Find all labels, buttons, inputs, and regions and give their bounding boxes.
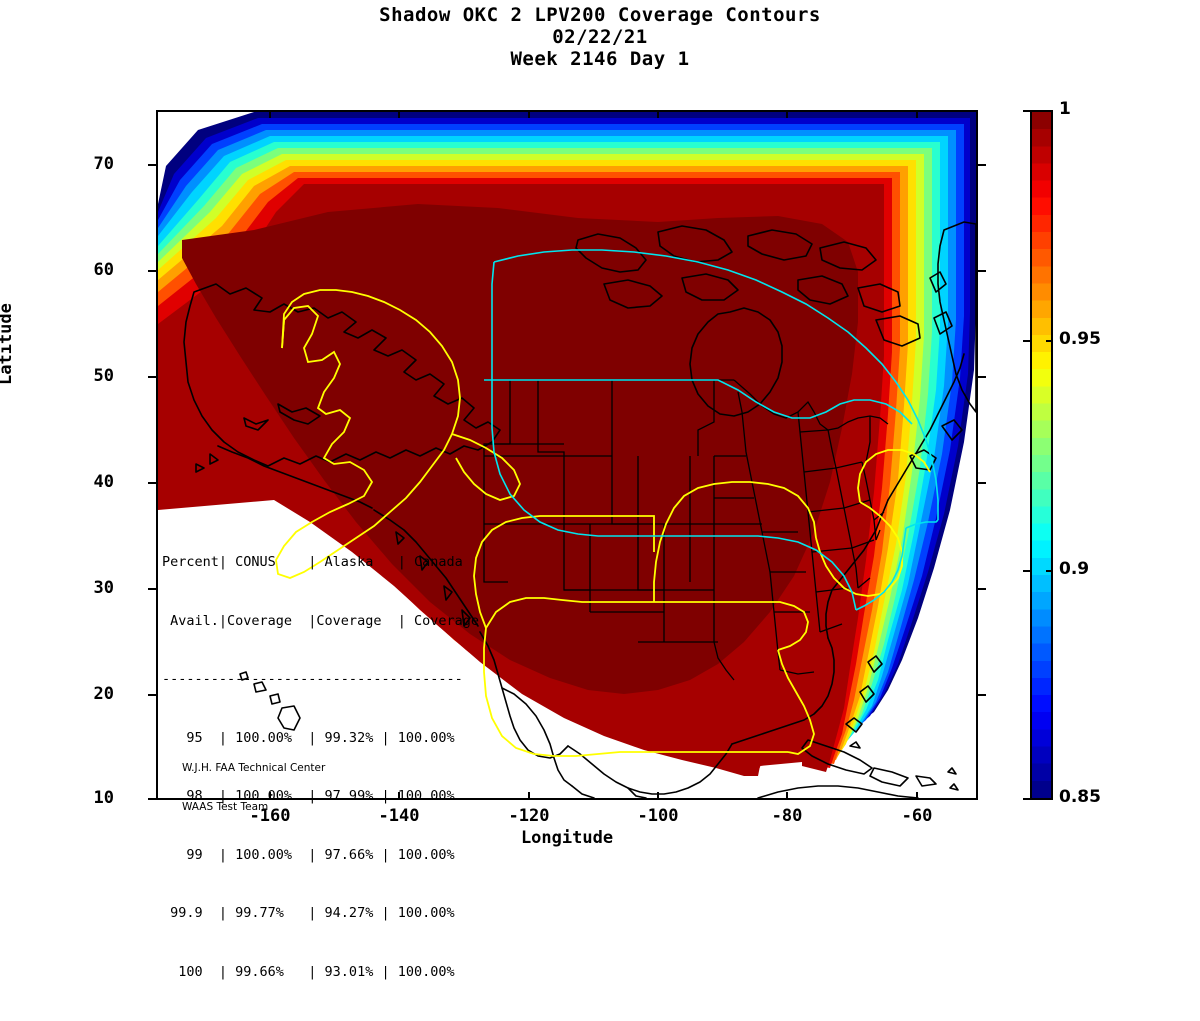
y-tick-60 xyxy=(148,270,156,272)
stats-row-100: 100 | 99.66% | 93.01% | 100.00% xyxy=(162,963,455,980)
coastlines-layer xyxy=(183,221,976,798)
credit-line-2: WAAS Test Team xyxy=(182,801,269,813)
x-tick-n100-top xyxy=(657,110,659,118)
x-tick-n60-top xyxy=(916,110,918,118)
stats-header-row-1: Percent| CONUS | Alaska | Canada xyxy=(162,554,463,570)
x-tick-label-n160: -160 xyxy=(249,806,291,826)
service-volume-conus-alaska xyxy=(275,289,931,757)
title-line-2: 02/22/21 xyxy=(552,26,648,48)
x-tick-n160-top xyxy=(269,110,271,118)
x-tick-label-n80: -80 xyxy=(771,806,803,826)
y-tick-label-40: 40 xyxy=(93,472,114,492)
map-plot-area xyxy=(156,110,978,800)
service-volume-canada xyxy=(484,249,939,611)
cb-tick-095-right xyxy=(1046,340,1053,342)
credit-line-1: W.J.H. FAA Technical Center xyxy=(182,762,326,774)
title-line-3: Week 2146 Day 1 xyxy=(510,48,690,70)
cb-tick-095-left xyxy=(1023,340,1030,342)
y-tick-label-60: 60 xyxy=(93,260,114,280)
coverage-contour-map xyxy=(158,112,976,798)
x-tick-n120 xyxy=(528,792,530,800)
y-tick-40-right xyxy=(978,482,986,484)
x-tick-n140 xyxy=(398,792,400,800)
y-tick-50-right xyxy=(978,376,986,378)
y-tick-label-70: 70 xyxy=(93,154,114,174)
cb-tick-09-right xyxy=(1046,570,1053,572)
y-axis-title: Latitude xyxy=(0,303,16,385)
cb-label-1: 1 xyxy=(1059,99,1071,119)
cb-label-09: 0.9 xyxy=(1059,559,1090,579)
x-tick-n160 xyxy=(269,792,271,800)
y-tick-30 xyxy=(148,588,156,590)
y-tick-20-right xyxy=(978,694,986,696)
x-tick-label-n100: -100 xyxy=(637,806,679,826)
credit-block: W.J.H. FAA Technical Center WAAS Test Te… xyxy=(182,736,325,840)
colorbar xyxy=(1030,110,1053,800)
stats-row-98: 98 | 100.00% | 97.99% | 100.00% xyxy=(162,788,455,804)
y-tick-label-30: 30 xyxy=(93,578,114,598)
y-tick-label-50: 50 xyxy=(93,366,114,386)
y-tick-label-20: 20 xyxy=(93,684,114,704)
figure-canvas: Shadow OKC 2 LPV200 Coverage Contours 02… xyxy=(0,0,1200,980)
state-borders-layer xyxy=(483,379,889,681)
cb-label-095: 0.95 xyxy=(1059,329,1101,349)
cb-label-085: 0.85 xyxy=(1059,787,1101,807)
x-axis-title: Longitude xyxy=(520,828,614,848)
x-tick-n100 xyxy=(657,792,659,800)
y-tick-20 xyxy=(148,694,156,696)
x-tick-label-n120: -120 xyxy=(508,806,550,826)
stats-separator: ------------------------------------- xyxy=(162,671,463,687)
y-tick-70-right xyxy=(978,164,986,166)
colorbar-gradient xyxy=(1032,112,1051,798)
x-tick-label-n60: -60 xyxy=(901,806,933,826)
x-tick-n80 xyxy=(786,792,788,800)
y-tick-label-10: 10 xyxy=(93,788,114,808)
y-tick-50 xyxy=(148,376,156,378)
y-tick-70 xyxy=(148,164,156,166)
stats-row-95: 95 | 100.00% | 99.32% | 100.00% xyxy=(162,729,455,746)
y-tick-10 xyxy=(148,798,156,800)
figure-title: Shadow OKC 2 LPV200 Coverage Contours 02… xyxy=(0,0,1200,70)
x-tick-n140-top xyxy=(398,110,400,118)
stats-row-99-9: 99.9 | 99.77% | 94.27% | 100.00% xyxy=(162,905,455,921)
stats-row-99: 99 | 100.00% | 97.66% | 100.00% xyxy=(162,846,455,863)
title-line-1: Shadow OKC 2 LPV200 Coverage Contours xyxy=(379,4,821,26)
y-tick-60-right xyxy=(978,270,986,272)
y-tick-30-right xyxy=(978,588,986,590)
x-tick-n120-top xyxy=(528,110,530,118)
cb-tick-09-left xyxy=(1023,570,1030,572)
stats-header-row-2: Avail.|Coverage |Coverage | Coverage xyxy=(162,612,479,629)
x-tick-n80-top xyxy=(786,110,788,118)
cb-tick-085-left xyxy=(1023,798,1030,800)
y-tick-40 xyxy=(148,482,156,484)
x-tick-n60 xyxy=(916,792,918,800)
cb-tick-1-left xyxy=(1023,110,1030,112)
x-tick-label-n140: -140 xyxy=(378,806,420,826)
